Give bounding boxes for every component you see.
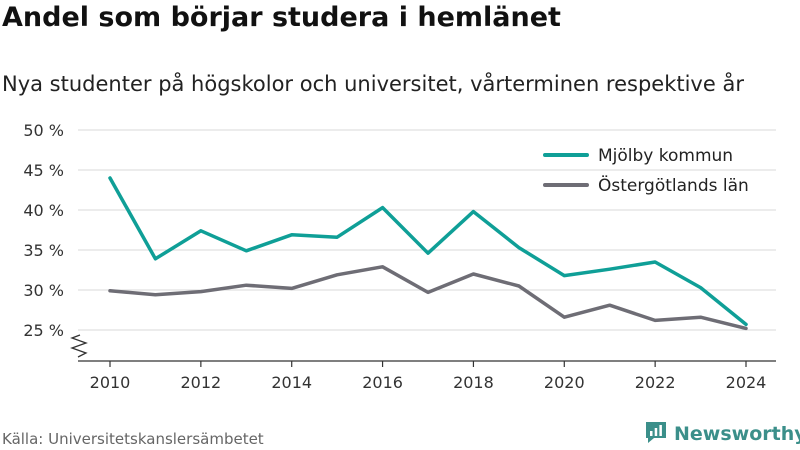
legend-label: Mjölby kommun	[598, 146, 733, 166]
x-tick-label: 2016	[362, 373, 403, 392]
x-tick-label: 2014	[271, 373, 312, 392]
brand-name: Newsworthy	[674, 423, 800, 445]
series-line-2	[108, 265, 748, 331]
newsworthy-logo-icon	[644, 419, 668, 449]
y-tick-label: 30 %	[23, 281, 64, 300]
brand-logo[interactable]: Newsworthy	[644, 420, 800, 448]
chart-title: Andel som börjar studera i hemlänet	[2, 2, 561, 33]
y-tick-label: 50 %	[23, 121, 64, 140]
chart-subtitle: Nya studenter på högskolor och universit…	[2, 72, 744, 96]
legend-label: Östergötlands län	[598, 174, 749, 196]
x-tick-label: 2020	[544, 373, 585, 392]
x-tick-label: 2018	[453, 373, 494, 392]
axis-break-icon	[70, 334, 88, 358]
y-tick-label: 25 %	[23, 321, 64, 340]
y-tick-label: 35 %	[23, 241, 64, 260]
y-tick-label: 40 %	[23, 201, 64, 220]
x-tick-label: 2012	[180, 373, 221, 392]
y-tick-label: 45 %	[23, 161, 64, 180]
series-line-1	[108, 176, 748, 327]
x-axis: 2010 2012 2014 2016 2018 2020 2022 2024	[70, 334, 776, 392]
x-tick-label: 2022	[635, 373, 676, 392]
y-axis-labels: 25 % 30 % 35 % 40 % 45 % 50 %	[23, 121, 64, 340]
x-tick-label: 2024	[726, 373, 767, 392]
source-note: Källa: Universitetskanslersämbetet	[2, 430, 264, 448]
legend: Mjölby kommun Östergötlands län	[543, 146, 749, 196]
series-lines	[108, 176, 748, 331]
x-tick-label: 2010	[90, 373, 131, 392]
